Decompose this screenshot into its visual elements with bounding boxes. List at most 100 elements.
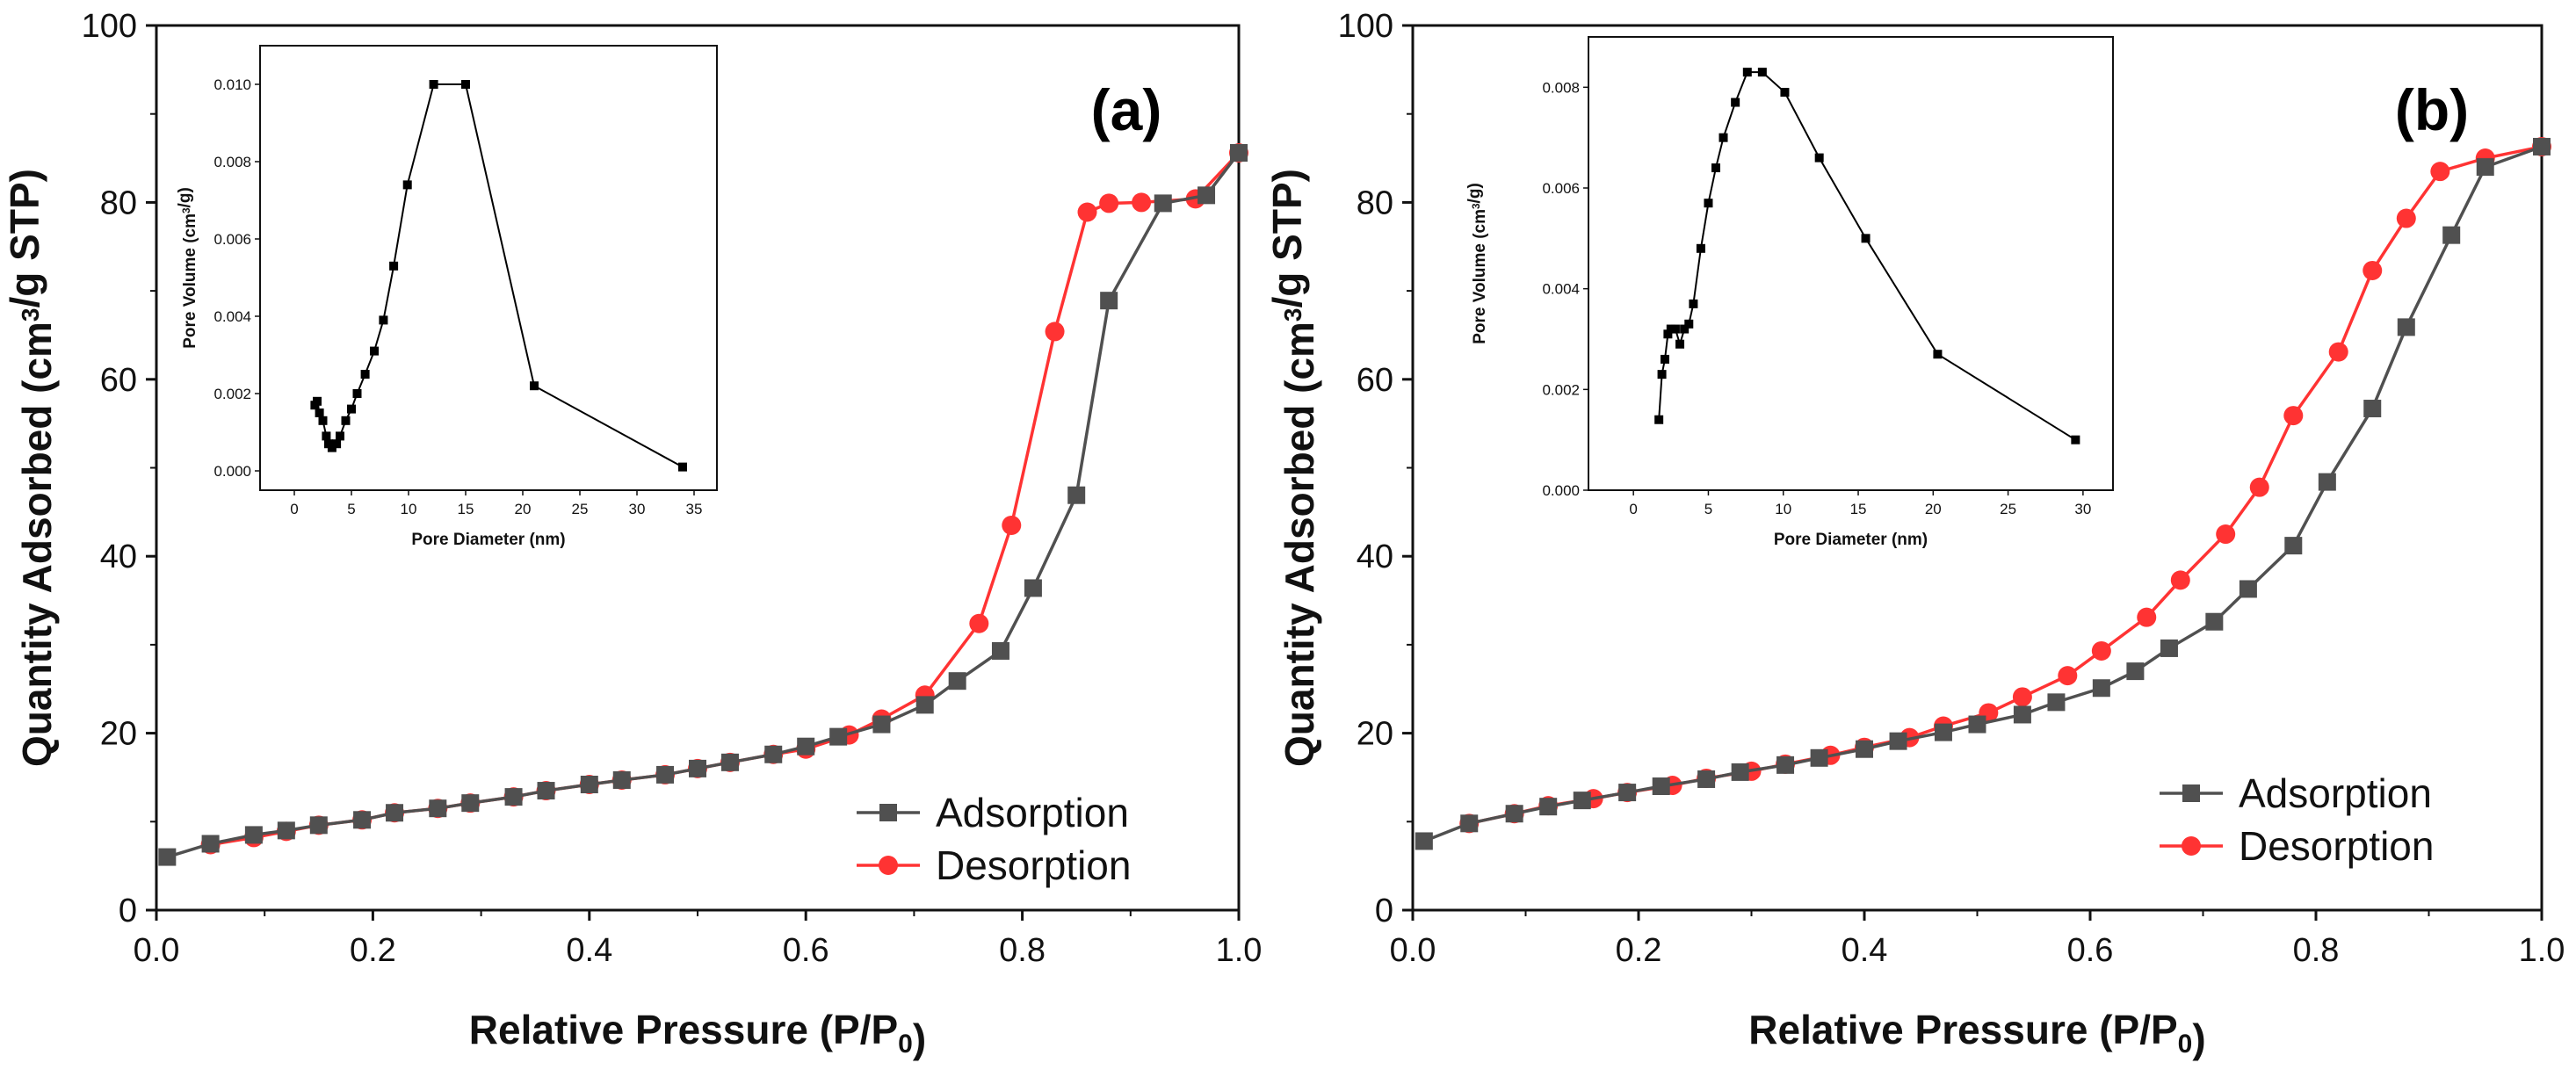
inset-y-axis-title: Pore Volume (cm3/g) xyxy=(1465,183,1489,344)
inset-data-point xyxy=(2071,435,2080,445)
x-axis-title: Relative Pressure (P/P0) xyxy=(469,1007,926,1061)
x-tick-label: 1.0 xyxy=(2519,932,2565,969)
legend-label: Desorption xyxy=(2239,823,2434,869)
inset-x-tick-label: 25 xyxy=(2000,501,2016,517)
inset-x-tick-label: 10 xyxy=(401,501,417,517)
inset-y-tick-label: 0.008 xyxy=(1542,79,1580,96)
inset-data-point xyxy=(678,462,687,472)
data-point-adsorption xyxy=(991,641,1009,660)
inset-x-tick-label: 30 xyxy=(629,501,646,517)
data-point-adsorption xyxy=(1154,194,1172,213)
data-point-adsorption xyxy=(2239,580,2257,598)
inset-x-tick-label: 20 xyxy=(1925,501,1942,517)
data-point-desorption xyxy=(1045,322,1065,342)
data-point-desorption xyxy=(2137,607,2157,627)
inset-data-point xyxy=(1696,243,1705,253)
legend-marker xyxy=(879,804,897,821)
inset-data-point xyxy=(389,261,399,271)
y-axis-title: Quantity Adsorbed (cm3/g STP) xyxy=(2,169,60,767)
data-point-adsorption xyxy=(309,816,328,835)
data-point-desorption xyxy=(1099,193,1119,213)
inset-data-point xyxy=(1663,329,1673,339)
inset-data-point xyxy=(347,404,356,414)
inset-data-point xyxy=(1704,199,1713,208)
data-point-adsorption xyxy=(1889,732,1907,750)
data-point-adsorption xyxy=(2205,612,2224,631)
x-tick-label: 0.0 xyxy=(134,932,180,969)
data-point-adsorption xyxy=(764,745,783,763)
data-point-adsorption xyxy=(829,727,848,746)
inset-data-point xyxy=(1757,68,1767,77)
x-tick-label: 1.0 xyxy=(1216,932,1263,969)
data-point-adsorption xyxy=(1505,805,1523,823)
x-tick-label: 0.8 xyxy=(2293,932,2340,969)
inset-data-point xyxy=(1731,98,1740,107)
inset-data-point xyxy=(429,80,438,89)
inset-x-tick-label: 30 xyxy=(2074,501,2091,517)
data-point-adsorption xyxy=(1230,144,1248,163)
inset-data-point xyxy=(1689,299,1698,308)
data-point-adsorption xyxy=(1573,792,1591,810)
data-point-adsorption xyxy=(1810,748,1828,767)
data-point-adsorption xyxy=(1968,715,1986,734)
data-point-adsorption xyxy=(2476,158,2494,177)
data-point-adsorption xyxy=(2160,639,2178,657)
data-point-adsorption xyxy=(612,770,631,789)
legend-marker xyxy=(2182,836,2201,856)
inset-chart: 0 5 10 15 20 25 30 0.000 0.002 0.004 0.006 0.008 Por… xyxy=(1465,36,2114,549)
legend-label: Adsorption xyxy=(2239,770,2432,816)
data-point-adsorption xyxy=(656,765,675,784)
inset-x-tick-label: 10 xyxy=(1775,501,1791,517)
inset-data-point xyxy=(332,439,342,449)
y-axis-title: Quantity Adsorbed (cm3/g STP) xyxy=(1264,169,1322,767)
data-point-adsorption xyxy=(1067,486,1086,504)
inset-data-point xyxy=(1711,163,1720,173)
inset-chart: 0 5 10 15 20 25 30 35 0.000 0.002 0.004 0.006 0.008 0… xyxy=(176,45,718,549)
inset-y-tick-label: 0.004 xyxy=(1542,281,1580,298)
inset-y-tick-label: 0.004 xyxy=(213,308,251,325)
inset-data-point xyxy=(370,346,379,356)
y-tick-label: 80 xyxy=(1357,184,1393,221)
y-tick-label: 20 xyxy=(1357,716,1393,753)
inset-data-point xyxy=(341,416,351,425)
data-point-adsorption xyxy=(1697,770,1716,788)
inset-x-tick-label: 15 xyxy=(458,501,474,517)
data-point-adsorption xyxy=(2284,537,2303,555)
data-point-adsorption xyxy=(2047,693,2066,712)
data-point-adsorption xyxy=(2092,679,2110,698)
inset-y-tick-label: 0.006 xyxy=(213,231,251,248)
data-point-adsorption xyxy=(386,804,404,822)
inset-data-point xyxy=(1933,350,1943,359)
x-tick-label: 0.6 xyxy=(2067,932,2114,969)
x-tick-label: 0.2 xyxy=(350,932,396,969)
data-point-desorption xyxy=(1132,192,1152,213)
data-point-adsorption xyxy=(1539,798,1558,816)
inset-data-point xyxy=(352,389,362,398)
y-tick-label: 40 xyxy=(100,539,137,575)
x-tick-label: 0.4 xyxy=(1842,932,1888,969)
inset-frame xyxy=(259,45,718,491)
data-point-adsorption xyxy=(1618,784,1637,802)
data-point-desorption xyxy=(1077,202,1097,222)
data-point-adsorption xyxy=(244,826,263,844)
y-tick-label: 0 xyxy=(119,893,137,929)
data-point-adsorption xyxy=(2397,318,2415,336)
inset-data-point xyxy=(1660,354,1669,364)
inset-x-tick-label: 5 xyxy=(347,501,355,517)
data-point-adsorption xyxy=(948,672,966,690)
legend-label: Desorption xyxy=(936,842,1131,888)
data-point-adsorption xyxy=(2533,137,2551,155)
data-point-adsorption xyxy=(2363,400,2382,418)
inset-data-point xyxy=(379,315,388,325)
inset-x-tick-label: 35 xyxy=(686,501,703,517)
inset-y-tick-label: 0.010 xyxy=(213,76,251,93)
data-point-desorption xyxy=(2058,666,2078,686)
y-tick-label: 100 xyxy=(82,8,137,45)
inset-y-tick-label: 0.000 xyxy=(213,463,251,480)
inset-data-point xyxy=(530,381,539,391)
inset-y-tick-label: 0.002 xyxy=(1542,381,1580,398)
legend-marker xyxy=(2182,784,2200,802)
